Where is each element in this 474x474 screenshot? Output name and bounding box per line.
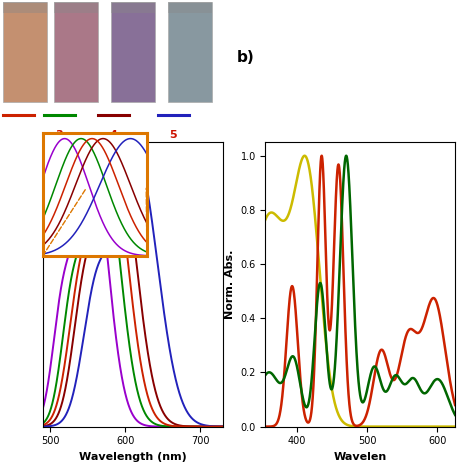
Bar xyxy=(168,2,212,102)
Bar xyxy=(55,2,98,102)
X-axis label: Wavelen: Wavelen xyxy=(334,452,387,462)
Bar xyxy=(111,2,155,12)
Bar xyxy=(168,2,212,12)
Bar xyxy=(2,2,46,102)
Y-axis label: Norm. Abs.: Norm. Abs. xyxy=(225,250,235,319)
Text: 3: 3 xyxy=(55,130,63,140)
Bar xyxy=(2,2,46,12)
Bar xyxy=(55,2,98,12)
Text: b): b) xyxy=(237,50,255,64)
X-axis label: Wavelength (nm): Wavelength (nm) xyxy=(79,452,187,462)
Text: 4: 4 xyxy=(110,130,118,140)
Bar xyxy=(111,2,155,102)
FancyBboxPatch shape xyxy=(86,147,146,188)
Text: 5: 5 xyxy=(169,130,177,140)
